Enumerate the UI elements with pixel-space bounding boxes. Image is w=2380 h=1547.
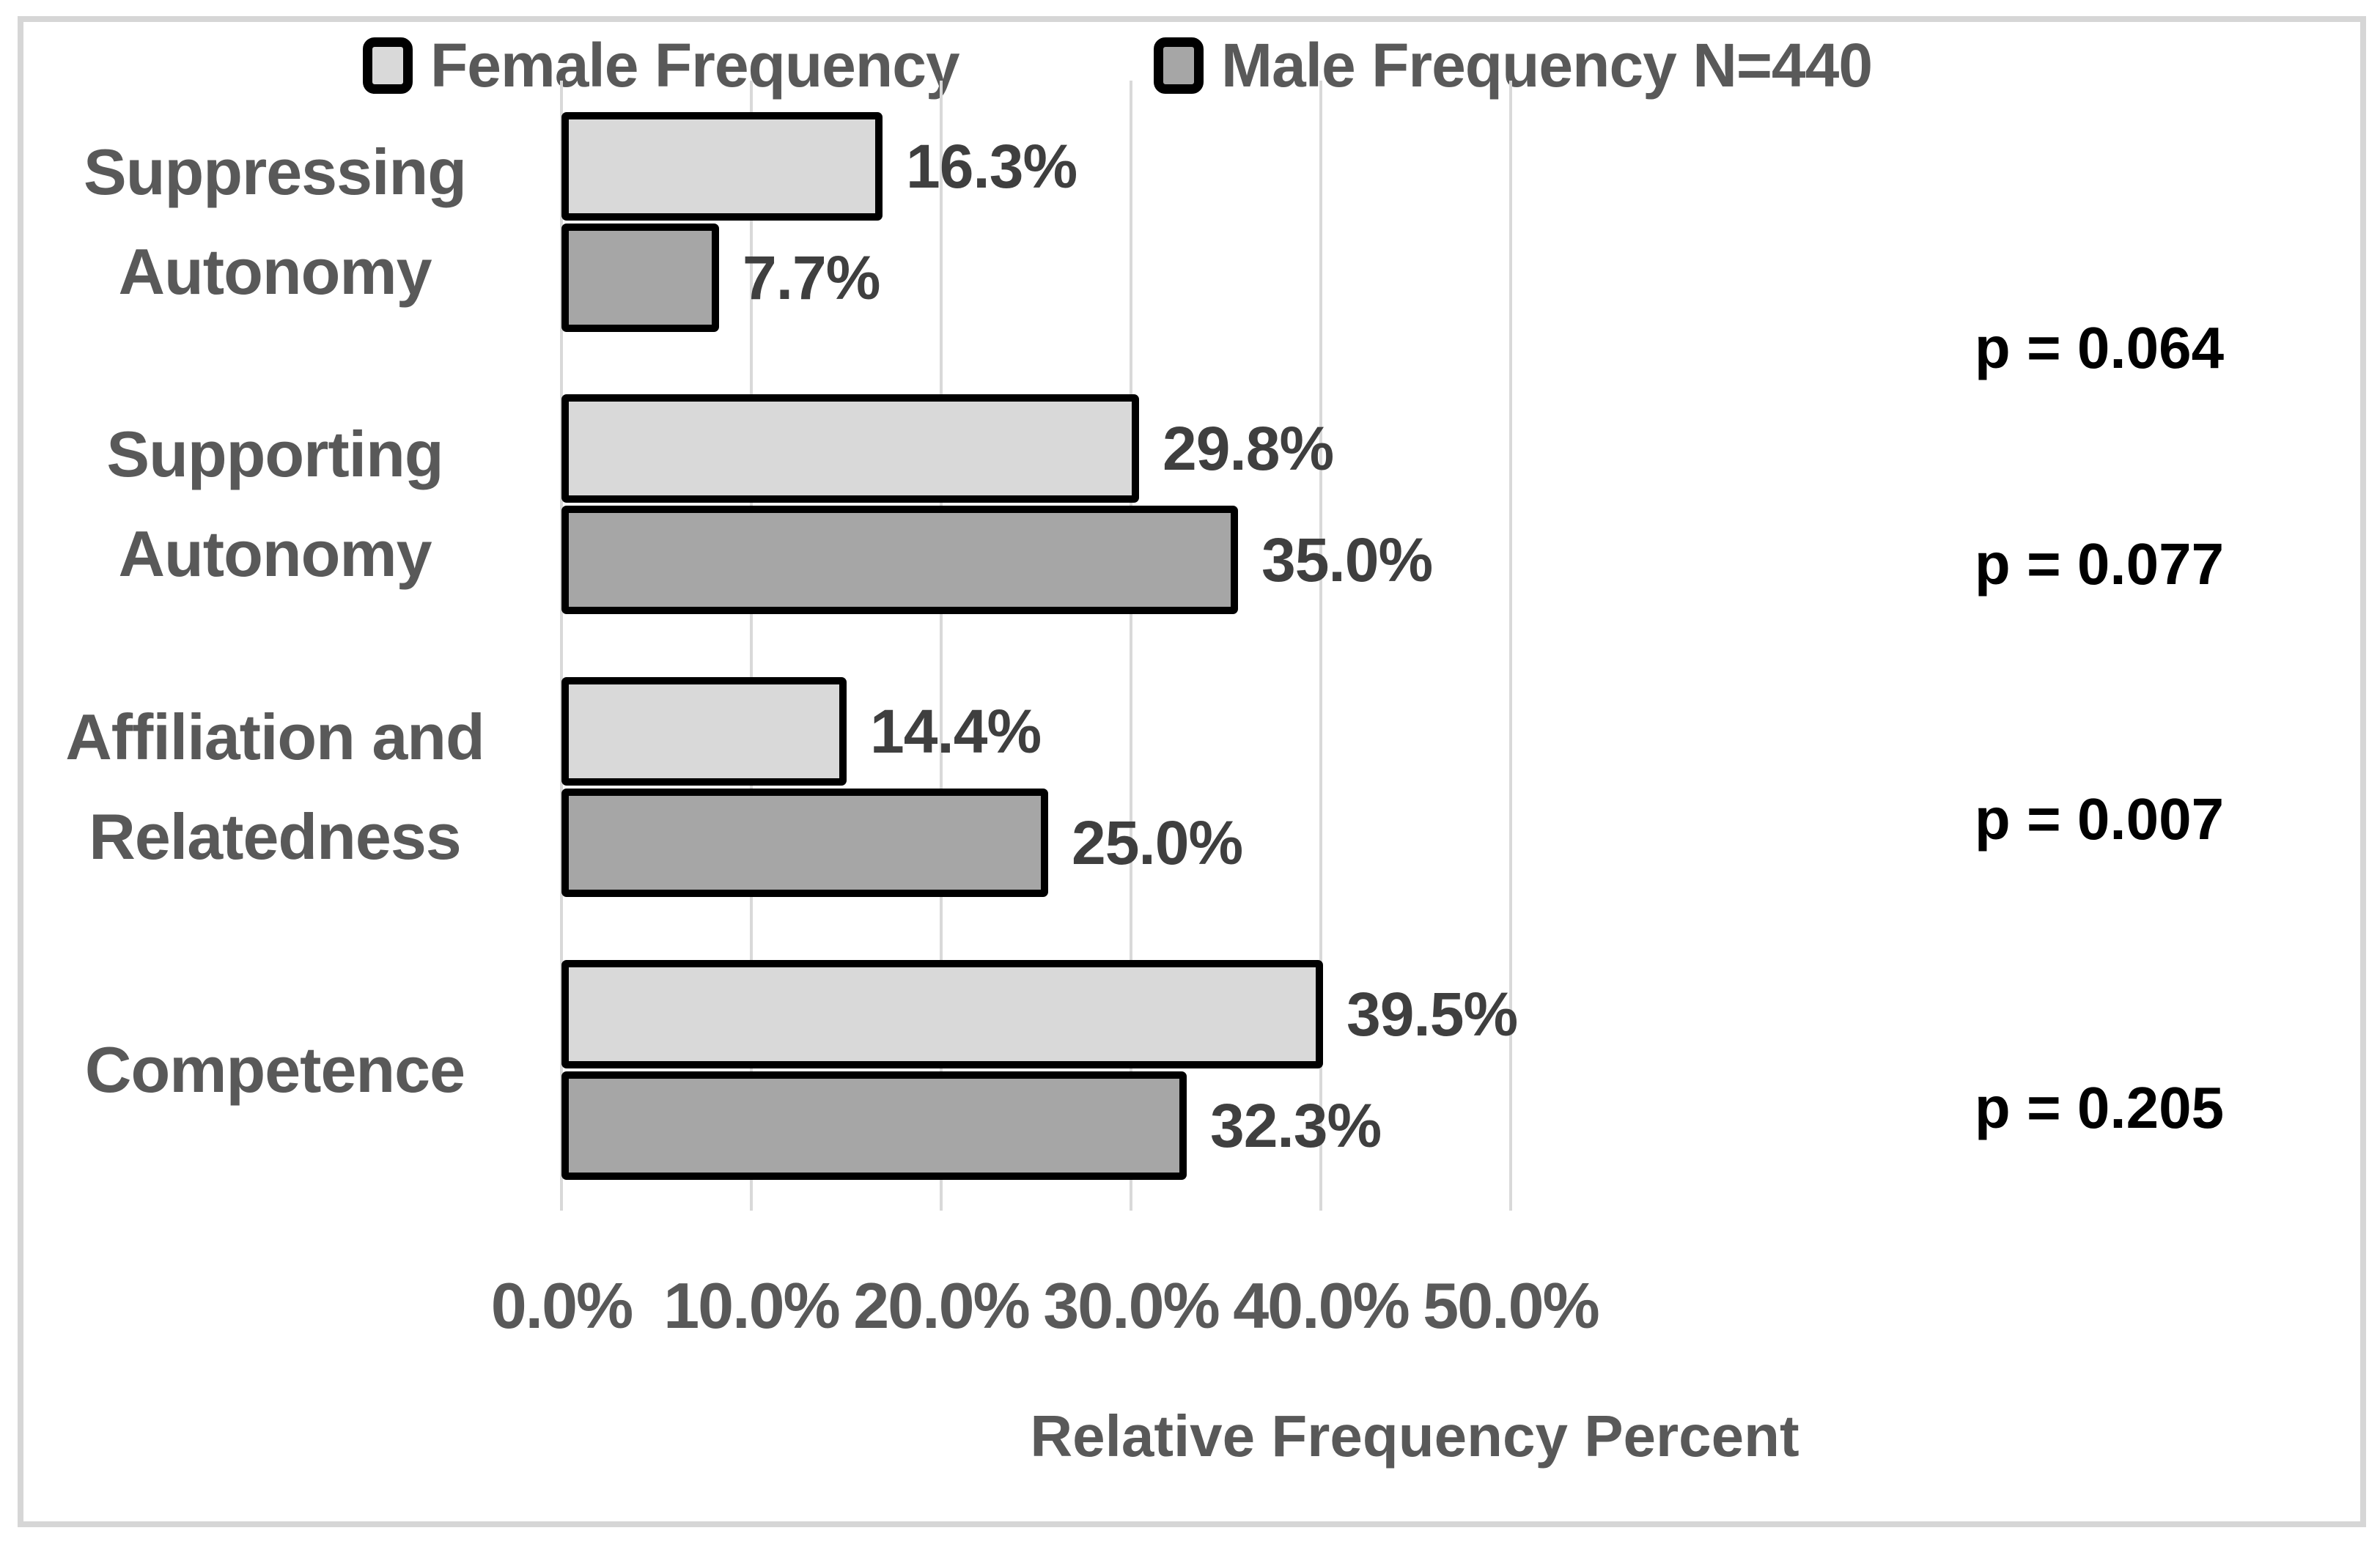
bar-male-3 — [561, 1071, 1187, 1180]
p-value-label-2: p = 0.007 — [1974, 786, 2225, 852]
gridline-50.0% — [1509, 81, 1512, 1211]
bar-female-2 — [561, 677, 847, 786]
legend-label-male: Male Frequency N=440 — [1221, 31, 1873, 100]
bar-female-1 — [561, 394, 1139, 503]
value-label-male-0: 7.7% — [743, 243, 880, 312]
bar-male-2 — [561, 789, 1048, 897]
value-label-female-1: 29.8% — [1163, 414, 1334, 483]
value-label-male-3: 32.3% — [1210, 1091, 1382, 1160]
bar-male-1 — [561, 506, 1238, 614]
legend-swatch-female-icon — [363, 37, 413, 94]
value-label-male-2: 25.0% — [1072, 808, 1243, 877]
category-label-3: Competence — [84, 1033, 465, 1106]
bar-male-0 — [561, 224, 719, 332]
value-label-female-0: 16.3% — [906, 132, 1077, 201]
figure-border — [18, 16, 2366, 1527]
x-axis-title: Relative Frequency Percent — [1030, 1403, 1799, 1469]
bar-female-3 — [561, 960, 1323, 1068]
gridline-40.0% — [1319, 81, 1322, 1211]
legend-item-female: Female Frequency — [363, 30, 960, 101]
p-value-label-1: p = 0.077 — [1974, 531, 2225, 597]
value-label-female-3: 39.5% — [1346, 980, 1518, 1049]
x-tick-label-20.0%: 20.0% — [853, 1269, 1031, 1342]
legend-label-female: Female Frequency — [430, 31, 960, 100]
gridline-0.0% — [560, 81, 563, 1211]
value-label-female-2: 14.4% — [870, 697, 1042, 766]
x-tick-label-40.0%: 40.0% — [1233, 1269, 1410, 1342]
x-tick-label-0.0%: 0.0% — [490, 1269, 634, 1342]
gridline-30.0% — [1130, 81, 1132, 1211]
p-value-label-3: p = 0.205 — [1974, 1075, 2225, 1140]
p-value-label-0: p = 0.064 — [1974, 315, 2225, 380]
category-label-1: Supporting Autonomy — [106, 418, 443, 590]
legend-item-male: Male Frequency N=440 — [1154, 30, 1873, 101]
x-tick-label-10.0%: 10.0% — [663, 1269, 841, 1342]
x-tick-label-50.0%: 50.0% — [1423, 1269, 1600, 1342]
x-tick-label-30.0%: 30.0% — [1043, 1269, 1220, 1342]
bar-female-0 — [561, 112, 883, 221]
gridline-20.0% — [940, 81, 943, 1211]
category-label-2: Affiliation and Relatedness — [65, 701, 485, 873]
gridline-10.0% — [750, 81, 753, 1211]
legend-swatch-male-icon — [1154, 37, 1204, 94]
category-label-0: Suppressing Autonomy — [84, 136, 467, 308]
value-label-male-1: 35.0% — [1261, 525, 1433, 594]
